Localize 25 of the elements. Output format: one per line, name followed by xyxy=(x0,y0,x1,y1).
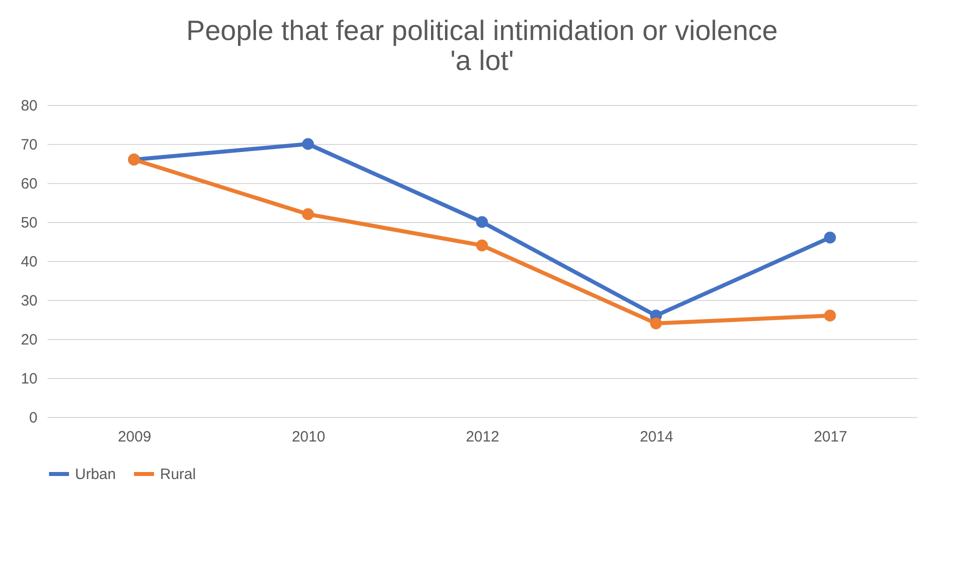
y-tick-label: 20 xyxy=(20,332,38,348)
x-tick-label: 2014 xyxy=(640,428,674,446)
y-tick-label: 50 xyxy=(20,214,38,232)
legend-label: Urban xyxy=(75,466,116,483)
point xyxy=(302,208,314,220)
point xyxy=(476,239,488,252)
y-tick-label: 70 xyxy=(20,136,38,154)
text: People that fear political intimidation or violence xyxy=(186,15,778,46)
y-tick-label: 80 xyxy=(20,98,38,114)
text: 'a lot' xyxy=(450,45,514,76)
x-tick-label: 2010 xyxy=(292,428,326,446)
point xyxy=(824,310,836,322)
point xyxy=(824,232,836,244)
y-tick-label: 40 xyxy=(20,254,38,270)
point xyxy=(650,317,662,330)
legend-label: Rural xyxy=(160,466,196,483)
y-tick-label: 0 xyxy=(29,410,38,426)
x-tick-label: 2012 xyxy=(466,428,500,446)
point xyxy=(302,138,314,150)
point xyxy=(476,216,488,228)
x-tick-label: 2017 xyxy=(814,428,848,446)
x-tick-label: 2009 xyxy=(118,428,152,446)
y-tick-label: 30 xyxy=(20,292,38,310)
y-tick-label: 60 xyxy=(20,176,38,192)
y-tick-label: 10 xyxy=(20,370,38,388)
